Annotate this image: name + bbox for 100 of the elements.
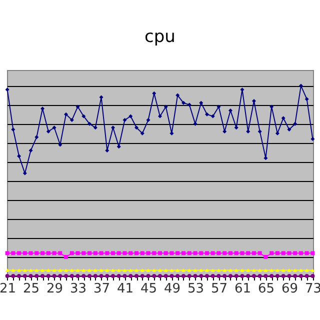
point (210, 251, 215, 256)
point (193, 268, 198, 272)
point (122, 274, 127, 278)
point (176, 268, 180, 272)
point (275, 268, 280, 272)
x-tick-label: 37 (93, 282, 110, 296)
x-tick-label: 21 (0, 282, 16, 296)
point (234, 274, 238, 278)
point (204, 274, 209, 278)
point (134, 274, 139, 278)
point (264, 156, 268, 160)
point (140, 131, 144, 136)
point (246, 268, 250, 272)
point (222, 251, 227, 256)
point (93, 274, 98, 278)
point (105, 274, 110, 278)
point (199, 100, 204, 105)
point (152, 268, 156, 272)
point (270, 251, 274, 256)
point (93, 251, 98, 256)
point (76, 268, 80, 272)
point (216, 104, 221, 109)
point (64, 254, 68, 259)
point (252, 268, 256, 272)
point (310, 274, 315, 278)
point (46, 129, 50, 134)
point (116, 251, 121, 256)
point (158, 268, 162, 272)
point (40, 268, 45, 272)
point (70, 274, 74, 278)
point (199, 251, 204, 256)
point (181, 251, 186, 256)
point (270, 268, 274, 272)
point (310, 268, 315, 272)
point (158, 274, 162, 278)
point (146, 274, 150, 278)
point (88, 251, 92, 256)
point (246, 251, 250, 256)
point (275, 251, 280, 256)
point (187, 268, 192, 272)
point (52, 268, 56, 272)
x-tick-label: 57 (210, 282, 228, 296)
point (264, 268, 268, 272)
point (17, 251, 22, 256)
point (281, 268, 286, 272)
x-tick-label: 41 (116, 282, 134, 296)
point (234, 251, 238, 256)
point (76, 104, 80, 109)
point (310, 137, 315, 142)
point (11, 268, 16, 272)
point (199, 268, 204, 272)
point (298, 268, 303, 272)
point (310, 251, 315, 256)
point (228, 268, 232, 272)
point (293, 274, 298, 278)
point (111, 274, 116, 278)
point (122, 118, 127, 122)
point (258, 129, 262, 134)
point (240, 251, 244, 256)
point (5, 268, 10, 272)
point (58, 251, 62, 256)
point (216, 251, 221, 256)
point (210, 268, 215, 272)
point (40, 251, 45, 256)
point (258, 268, 262, 272)
point (99, 251, 104, 256)
point (52, 126, 56, 130)
point (28, 148, 33, 152)
point (287, 268, 292, 272)
point (164, 274, 168, 278)
point (187, 102, 192, 107)
point (76, 274, 80, 278)
x-tick-label: 61 (234, 282, 251, 296)
point (64, 112, 68, 116)
point (270, 274, 274, 278)
point (28, 268, 33, 272)
point (82, 114, 86, 118)
point (88, 274, 92, 278)
point (234, 126, 238, 130)
point (128, 268, 133, 272)
point (52, 251, 56, 256)
point (176, 274, 180, 278)
point (22, 171, 27, 176)
point (222, 268, 227, 272)
point (5, 88, 10, 92)
point (146, 251, 150, 256)
point (298, 251, 303, 256)
point (281, 116, 286, 120)
point (293, 122, 298, 126)
point (216, 274, 221, 278)
point (70, 251, 74, 256)
point (93, 268, 98, 272)
point (82, 274, 86, 278)
point (88, 122, 92, 126)
point (58, 268, 62, 272)
point (11, 251, 16, 256)
point (64, 268, 68, 272)
point (181, 268, 186, 272)
point (99, 274, 104, 278)
x-tick-label: 69 (281, 282, 298, 296)
